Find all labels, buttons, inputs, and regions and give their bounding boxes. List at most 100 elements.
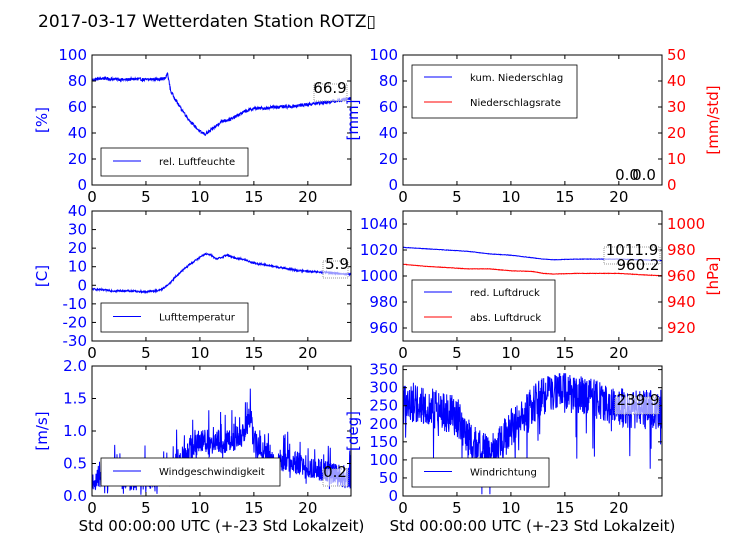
- x-axis-label: Std 00:00:00 UTC (+-23 Std Lokalzeit): [390, 517, 676, 535]
- y-tick-label: 80: [379, 72, 398, 90]
- last-value-annotation: 5.9: [325, 255, 349, 273]
- x-tick-label: 0: [87, 188, 97, 206]
- last-value-annotation: 0.2: [323, 463, 347, 481]
- legend-box: [411, 457, 550, 488]
- x-tick-label: 10: [501, 499, 520, 517]
- axes-frame: [402, 365, 663, 497]
- x-tick-label: 15: [244, 499, 263, 517]
- y-tick-label: 100: [58, 46, 87, 64]
- axes-frame: [91, 54, 352, 186]
- last-value-annotation-2: 960.2: [617, 256, 660, 274]
- y-axis-label: [mm]: [344, 100, 362, 141]
- legend-box: [100, 147, 249, 177]
- y-tick-label: 0: [77, 276, 87, 294]
- y2-tick-label: 50: [667, 46, 686, 64]
- x-tick-label: 5: [452, 344, 462, 362]
- y-tick-label: 1040: [360, 215, 398, 233]
- chart-panel-pressure: 0 5 10 15 20 960 980 1000 1020 1040 920 940 960 980 10…: [360, 210, 722, 362]
- y-tick-label: -20: [63, 313, 88, 331]
- y2-tick-label: 1000: [667, 215, 705, 233]
- y-tick-label: 80: [68, 72, 87, 90]
- last-value-annotation: 0.0: [615, 166, 639, 184]
- series-line-pressure-1: [403, 263, 662, 277]
- chart-panel-windspeed: 0 5 10 15 20 0.0 0.5 1.0 1.5 2.0 [m/s] Std 00:00:00…: [33, 357, 364, 535]
- y-tick-label: 200: [369, 415, 398, 433]
- y-tick-label: 0.0: [63, 487, 87, 505]
- y-tick-label: 980: [369, 293, 398, 311]
- annotation-box: [614, 396, 660, 415]
- x-axis-label: Std 00:00:00 UTC (+-23 Std Lokalzeit): [79, 517, 365, 535]
- y2-tick-label: 960: [667, 267, 696, 285]
- y-tick-label: 960: [369, 319, 398, 337]
- x-tick-label: 5: [141, 344, 151, 362]
- y-tick-label: 0: [388, 487, 398, 505]
- legend-label: abs. Luftdruck: [470, 313, 541, 324]
- legend-label: red. Luftdruck: [470, 288, 540, 299]
- x-tick-label: 15: [244, 344, 263, 362]
- y-axis-label: [m/s]: [33, 411, 51, 450]
- y-tick-label: 20: [379, 150, 398, 168]
- y-axis-label: [%]: [33, 107, 51, 133]
- y-tick-label: 60: [68, 98, 87, 116]
- annotation-box: [322, 260, 349, 279]
- x-tick-label: 10: [190, 499, 209, 517]
- last-value-annotation: 1011.9: [606, 241, 659, 259]
- y-tick-label: 250: [369, 397, 398, 415]
- x-tick-label: 5: [141, 188, 151, 206]
- y-tick-label: 1.5: [63, 390, 87, 408]
- x-tick-label: 0: [398, 188, 408, 206]
- last-value-annotation-2: 0.0: [632, 166, 656, 184]
- annotation-box: [313, 83, 348, 102]
- y-tick-label: 0: [77, 176, 87, 194]
- y-tick-label: -30: [63, 332, 88, 350]
- y-tick-label: 10: [68, 258, 87, 276]
- x-tick-label: 15: [244, 188, 263, 206]
- x-tick-label: 0: [87, 344, 97, 362]
- x-tick-label: 20: [609, 344, 628, 362]
- y-tick-label: 300: [369, 379, 398, 397]
- legend-label: rel. Luftfeuchte: [159, 157, 235, 168]
- y-tick-label: 30: [68, 221, 87, 239]
- x-tick-label: 20: [609, 188, 628, 206]
- x-tick-label: 20: [298, 188, 317, 206]
- y-tick-label: 0.5: [63, 455, 87, 473]
- x-tick-label: 10: [501, 344, 520, 362]
- legend-box: [100, 457, 281, 487]
- y-tick-label: 100: [369, 46, 398, 64]
- y-tick-label: 1020: [360, 241, 398, 259]
- y-tick-label: 350: [369, 361, 398, 379]
- x-tick-label: 10: [190, 188, 209, 206]
- last-value-annotation: 239.9: [617, 391, 660, 409]
- y2-axis-label: [mm/std]: [704, 85, 722, 154]
- y-tick-label: 2.0: [63, 357, 87, 375]
- series-line-humidity-0: [92, 71, 351, 137]
- y-tick-label: 40: [68, 124, 87, 142]
- annotation-box: [322, 468, 349, 487]
- y-tick-label: 1000: [360, 267, 398, 285]
- axes-frame: [402, 54, 663, 186]
- y-axis-label: [C]: [33, 265, 51, 287]
- legend-label: kum. Niederschlag: [470, 73, 563, 84]
- x-tick-label: 5: [452, 499, 462, 517]
- x-tick-label: 20: [298, 499, 317, 517]
- y-tick-label: 40: [68, 202, 87, 220]
- chart-panel-temperature: 0 5 10 15 20-30-20-10010203040[C]5.9Lufttemp…: [33, 202, 352, 362]
- x-tick-label: 20: [609, 499, 628, 517]
- y2-tick-label: 0: [667, 176, 677, 194]
- x-tick-label: 20: [298, 344, 317, 362]
- y-tick-label: 60: [379, 98, 398, 116]
- x-tick-label: 5: [452, 188, 462, 206]
- x-tick-label: 15: [555, 499, 574, 517]
- y-tick-label: 40: [379, 124, 398, 142]
- chart-panel-humidity: 0 5 10 15 20 0 20 40 60 80 100 [%] 66.9 rel. Luftfeuc…: [33, 46, 352, 206]
- x-tick-label: 0: [398, 344, 408, 362]
- y-axis-label: [deg]: [344, 411, 362, 451]
- y-tick-label: 20: [68, 150, 87, 168]
- y2-tick-label: 920: [667, 319, 696, 337]
- chart-panel-precipitation: 0 5 10 15 20 0 20 40 60 80 100 0 10 20 30 40 50 [mm] [mm/s…: [344, 46, 722, 206]
- y2-tick-label: 940: [667, 293, 696, 311]
- y-tick-label: 0: [388, 176, 398, 194]
- x-tick-label: 10: [190, 344, 209, 362]
- legend-box: [411, 64, 578, 119]
